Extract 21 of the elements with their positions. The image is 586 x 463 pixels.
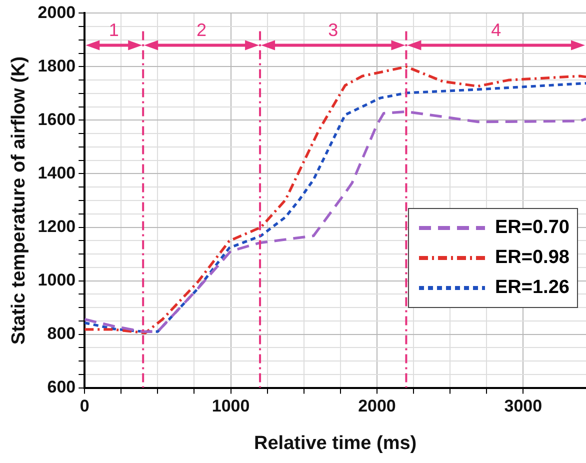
annotation: 2 [196,20,207,40]
y-tick-label: 600 [47,377,76,396]
y-tick-label: 2000 [38,2,76,22]
y-tick-label: 800 [47,324,76,343]
legend-label: ER=0.70 [495,216,570,239]
legend-label: ER=0.98 [495,246,570,269]
x-tick-label: 2000 [358,396,396,416]
x-axis-title: Relative time (ms) [254,432,417,454]
x-tick-label: 0 [80,396,90,416]
legend-label: ER=1.26 [495,276,570,299]
x-tick-label: 1000 [212,396,250,416]
y-tick-label: 1400 [38,163,76,182]
y-tick-label: 1000 [38,270,76,290]
annotation: 3 [328,20,338,40]
annotation: 1 [108,20,119,40]
y-axis-title: Static temperature of airflow (K) [8,56,30,345]
y-tick-label: 1600 [38,110,76,129]
y-tick-label: 1800 [38,56,76,76]
x-tick-label: 3000 [504,396,542,416]
y-tick-label: 1200 [38,216,76,236]
annotation: 4 [491,20,502,40]
